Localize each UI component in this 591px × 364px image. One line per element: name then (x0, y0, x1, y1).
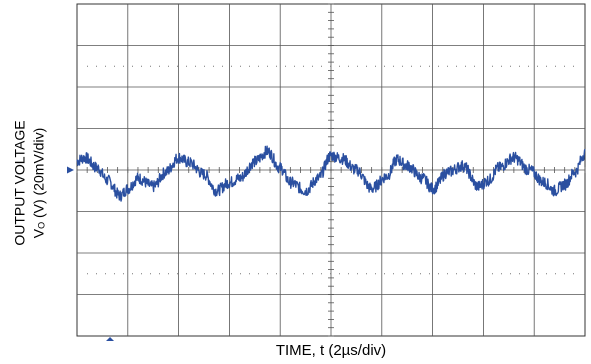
trigger-marker-icon (106, 337, 115, 341)
grid (76, 3, 586, 337)
y-axis-label: OUTPUT VOLTAGE VO (V) (20mV/div) (1, 53, 61, 313)
markers (67, 166, 115, 341)
signal-trace (76, 145, 586, 202)
y-axis-label-line1: OUTPUT VOLTAGE (11, 120, 28, 246)
ground-marker-icon (67, 166, 74, 174)
y-axis-label-line2: VO (V) (20mV/div) (30, 127, 47, 239)
trace-group (76, 145, 586, 202)
x-axis-label: TIME, t (2µs/div) (275, 342, 387, 359)
